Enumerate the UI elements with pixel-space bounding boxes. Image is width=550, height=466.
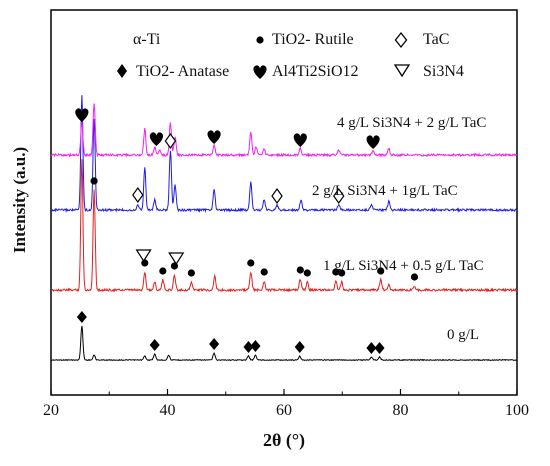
peak-marker-1-8 bbox=[260, 268, 268, 276]
peak-marker-3-4 bbox=[366, 135, 380, 149]
peak-marker-1-5 bbox=[168, 252, 185, 266]
x-axis-title: 2θ (°) bbox=[263, 430, 305, 451]
peak-marker-2-1 bbox=[164, 132, 177, 150]
x-tick-label-1: 40 bbox=[160, 402, 176, 419]
series-line-1 bbox=[50, 159, 518, 293]
peak-marker-1-10 bbox=[303, 269, 311, 277]
peak-marker-1-13 bbox=[377, 267, 385, 275]
y-axis-title: Intensity (a.u.) bbox=[10, 147, 29, 253]
legend-label-alpha-ti: α-Ti bbox=[133, 31, 161, 48]
series-line-0 bbox=[50, 325, 518, 362]
peak-marker-0-0 bbox=[76, 311, 87, 323]
legend-label-anatase: TiO2- Anatase bbox=[136, 63, 229, 80]
peak-marker-0-2 bbox=[209, 338, 220, 350]
x-tick-label-4: 100 bbox=[505, 402, 529, 419]
series-label-0: 0 g/L bbox=[447, 327, 479, 343]
peak-marker-3-3 bbox=[293, 133, 307, 147]
anatase-diamond-legend-icon bbox=[117, 64, 127, 78]
legend-label-al4ti2sio12: Al4Ti2SiO12 bbox=[272, 63, 359, 80]
peak-marker-2-0 bbox=[132, 186, 144, 204]
series-label-layer: 0 g/L 1 g/L Si3N4 + 0.5 g/L TaC 2 g/L Si3N… bbox=[312, 115, 486, 343]
x-axis: 20 40 60 80 100 bbox=[43, 389, 529, 419]
tac-open-diamond-legend-icon bbox=[394, 31, 408, 49]
series-label-3: 4 g/L Si3N4 + 2 g/L TaC bbox=[337, 115, 486, 131]
legend: α-Ti TiO2- Rutile TaC TiO2- Anatase Al4T… bbox=[117, 31, 464, 80]
peak-marker-1-3 bbox=[159, 267, 167, 275]
legend-label-si3n4: Si3N4 bbox=[423, 63, 464, 80]
marker-layer bbox=[75, 108, 419, 354]
peak-marker-1-9 bbox=[296, 266, 304, 274]
peak-marker-0-5 bbox=[294, 341, 305, 353]
series-label-2: 2 g/L Si3N4 + 1g/L TaC bbox=[312, 183, 458, 199]
heart-legend-icon bbox=[253, 65, 267, 79]
series-line-3 bbox=[50, 103, 518, 158]
si3n4-triangle-legend-icon bbox=[393, 64, 411, 78]
peak-marker-1-12 bbox=[338, 269, 346, 277]
peak-marker-0-7 bbox=[374, 342, 385, 354]
peak-marker-1-11 bbox=[332, 268, 340, 276]
series-line-2 bbox=[50, 95, 518, 214]
peak-marker-1-0 bbox=[90, 177, 98, 185]
peak-marker-2-2 bbox=[271, 187, 283, 205]
x-tick-label-0: 20 bbox=[43, 402, 59, 419]
peak-marker-1-7 bbox=[247, 259, 255, 267]
peak-marker-3-0 bbox=[75, 108, 89, 122]
peak-marker-1-1 bbox=[135, 249, 152, 263]
peak-marker-0-4 bbox=[250, 340, 261, 352]
legend-label-tac: TaC bbox=[423, 31, 449, 48]
peak-marker-1-14 bbox=[410, 273, 419, 281]
x-tick-label-3: 80 bbox=[393, 402, 409, 419]
peak-marker-1-2 bbox=[141, 259, 149, 267]
series-layer bbox=[50, 95, 518, 362]
peak-marker-1-6 bbox=[187, 269, 195, 277]
series-label-1: 1 g/L Si3N4 + 0.5 g/L TaC bbox=[323, 258, 484, 274]
peak-marker-2-3 bbox=[333, 187, 345, 205]
peak-marker-0-3 bbox=[243, 341, 254, 353]
peak-marker-0-6 bbox=[366, 342, 377, 354]
peak-marker-0-1 bbox=[149, 339, 160, 351]
rutile-legend-icon bbox=[256, 36, 264, 44]
peak-marker-3-1 bbox=[149, 132, 164, 146]
peak-marker-3-2 bbox=[207, 130, 221, 144]
legend-label-rutile: TiO2- Rutile bbox=[272, 31, 354, 48]
x-tick-label-2: 60 bbox=[276, 402, 292, 419]
